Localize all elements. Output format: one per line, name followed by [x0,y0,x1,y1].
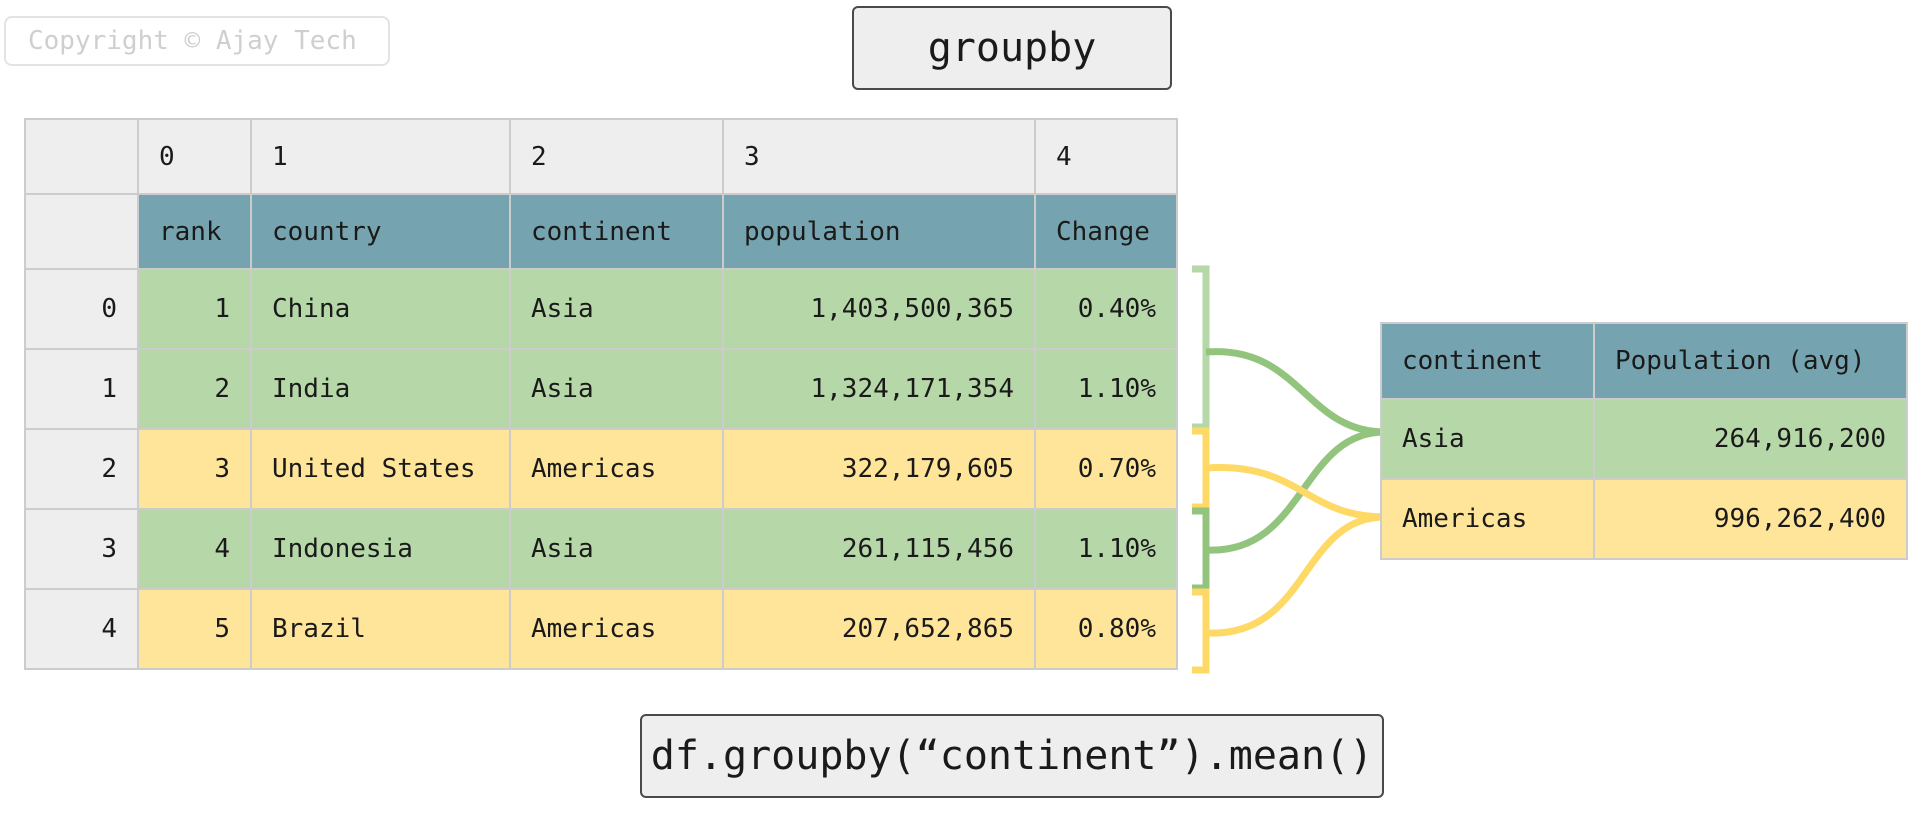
continent-cell: Americas [509,428,724,510]
title-box: groupby [852,6,1172,90]
header-country: country [250,193,511,270]
row-index: 0 [24,268,139,350]
grouped-result-table: continent Population (avg) Asia 264,916,… [1380,322,1908,560]
row-index: 2 [24,428,139,510]
header-row: rank country continent population Change [24,193,1178,270]
change-cell: 0.70% [1034,428,1178,510]
result-header-population-avg: Population (avg) [1593,322,1908,400]
row-index: 3 [24,508,139,590]
column-index: 0 [137,118,252,195]
bracket-asia-1 [1192,265,1210,431]
rank-cell: 1 [137,268,252,350]
result-header-row: continent Population (avg) [1380,322,1908,400]
result-continent-cell: Americas [1380,478,1595,560]
rank-cell: 5 [137,588,252,670]
result-continent-cell: Asia [1380,398,1595,480]
column-index: 4 [1034,118,1178,195]
table-row: 0 1 China Asia 1,403,500,365 0.40% [24,268,1178,350]
column-index-row: 0 1 2 3 4 [24,118,1178,195]
country-cell: Brazil [250,588,511,670]
population-cell: 207,652,865 [722,588,1036,670]
country-cell: India [250,348,511,430]
population-cell: 1,403,500,365 [722,268,1036,350]
rank-cell: 2 [137,348,252,430]
row-index: 1 [24,348,139,430]
column-index: 1 [250,118,511,195]
code-box: df.groupby(“continent”).mean() [640,714,1384,798]
corner-cell [24,118,139,195]
table-row: 4 5 Brazil Americas 207,652,865 0.80% [24,588,1178,670]
change-cell: 0.40% [1034,268,1178,350]
change-cell: 1.10% [1034,508,1178,590]
row-index: 4 [24,588,139,670]
column-index: 3 [722,118,1036,195]
copyright-label: Copyright © Ajay Tech [4,16,390,66]
country-cell: China [250,268,511,350]
continent-cell: Asia [509,268,724,350]
result-header-continent: continent [1380,322,1595,400]
header-continent: continent [509,193,724,270]
column-index: 2 [509,118,724,195]
result-population-cell: 264,916,200 [1593,398,1908,480]
rank-cell: 3 [137,428,252,510]
change-cell: 1.10% [1034,348,1178,430]
bracket-americas-2 [1192,588,1210,674]
continent-cell: Americas [509,588,724,670]
table-row: Americas 996,262,400 [1380,478,1908,560]
corner-cell [24,193,139,270]
population-cell: 322,179,605 [722,428,1036,510]
bracket-asia-2 [1192,507,1210,592]
connector-asia-1 [1205,348,1386,436]
table-row: Asia 264,916,200 [1380,398,1908,480]
population-cell: 261,115,456 [722,508,1036,590]
table-row: 3 4 Indonesia Asia 261,115,456 1.10% [24,508,1178,590]
connector-americas-1 [1205,464,1386,521]
table-row: 2 3 United States Americas 322,179,605 0… [24,428,1178,510]
code-snippet: df.groupby(“continent”).mean() [650,733,1374,779]
change-cell: 0.80% [1034,588,1178,670]
header-rank: rank [137,193,252,270]
connector-americas-2 [1205,513,1386,637]
result-population-cell: 996,262,400 [1593,478,1908,560]
rank-cell: 4 [137,508,252,590]
continent-cell: Asia [509,348,724,430]
country-cell: Indonesia [250,508,511,590]
header-population: population [722,193,1036,270]
title-label: groupby [927,25,1097,71]
source-dataframe: 0 1 2 3 4 rank country continent populat… [24,118,1178,670]
bracket-americas-1 [1192,427,1210,511]
continent-cell: Asia [509,508,724,590]
population-cell: 1,324,171,354 [722,348,1036,430]
country-cell: United States [250,428,511,510]
header-change: Change [1034,193,1178,270]
table-row: 1 2 India Asia 1,324,171,354 1.10% [24,348,1178,430]
